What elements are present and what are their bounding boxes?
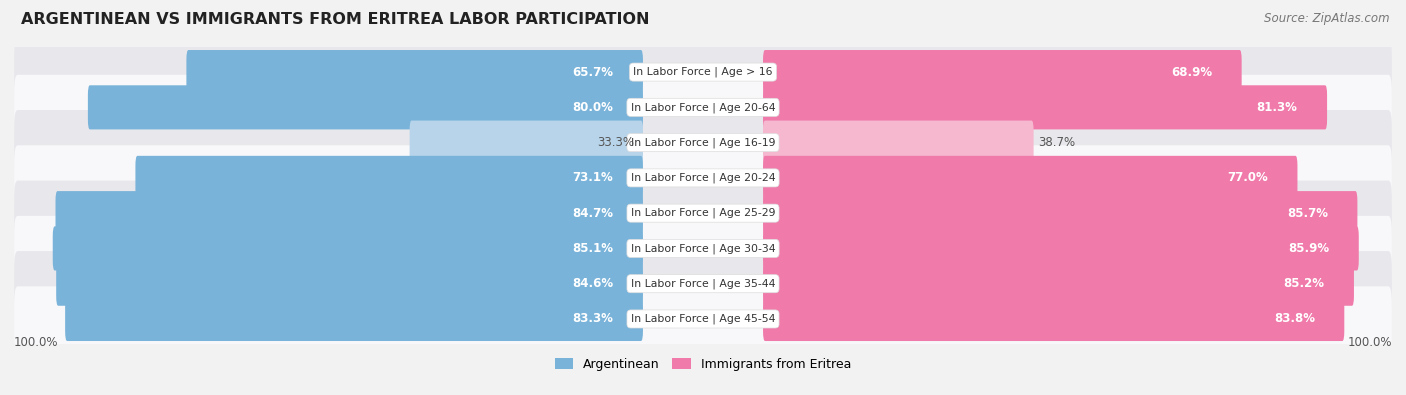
FancyBboxPatch shape xyxy=(14,75,1392,140)
FancyBboxPatch shape xyxy=(763,50,1241,94)
Text: In Labor Force | Age 20-24: In Labor Force | Age 20-24 xyxy=(631,173,775,183)
FancyBboxPatch shape xyxy=(763,226,1358,271)
Text: ARGENTINEAN VS IMMIGRANTS FROM ERITREA LABOR PARTICIPATION: ARGENTINEAN VS IMMIGRANTS FROM ERITREA L… xyxy=(21,12,650,27)
Text: 100.0%: 100.0% xyxy=(14,337,59,350)
Text: 80.0%: 80.0% xyxy=(572,101,613,114)
Text: In Labor Force | Age 30-34: In Labor Force | Age 30-34 xyxy=(631,243,775,254)
Text: In Labor Force | Age 45-54: In Labor Force | Age 45-54 xyxy=(631,314,775,324)
Text: Source: ZipAtlas.com: Source: ZipAtlas.com xyxy=(1264,12,1389,25)
Text: 81.3%: 81.3% xyxy=(1257,101,1298,114)
Text: 38.7%: 38.7% xyxy=(1039,136,1076,149)
FancyBboxPatch shape xyxy=(55,191,643,235)
FancyBboxPatch shape xyxy=(14,286,1392,352)
FancyBboxPatch shape xyxy=(763,297,1344,341)
Text: 84.7%: 84.7% xyxy=(572,207,613,220)
FancyBboxPatch shape xyxy=(14,145,1392,211)
Text: In Labor Force | Age > 16: In Labor Force | Age > 16 xyxy=(633,67,773,77)
Text: 73.1%: 73.1% xyxy=(572,171,613,184)
Text: In Labor Force | Age 25-29: In Labor Force | Age 25-29 xyxy=(631,208,775,218)
Text: 77.0%: 77.0% xyxy=(1227,171,1268,184)
FancyBboxPatch shape xyxy=(763,156,1298,200)
Text: 85.7%: 85.7% xyxy=(1286,207,1327,220)
FancyBboxPatch shape xyxy=(14,251,1392,316)
Text: 83.3%: 83.3% xyxy=(572,312,613,325)
FancyBboxPatch shape xyxy=(14,40,1392,105)
FancyBboxPatch shape xyxy=(89,85,643,130)
FancyBboxPatch shape xyxy=(53,226,643,271)
Text: 84.6%: 84.6% xyxy=(572,277,613,290)
FancyBboxPatch shape xyxy=(187,50,643,94)
FancyBboxPatch shape xyxy=(763,120,1033,165)
Text: 85.9%: 85.9% xyxy=(1288,242,1329,255)
FancyBboxPatch shape xyxy=(56,261,643,306)
FancyBboxPatch shape xyxy=(763,261,1354,306)
Text: 85.1%: 85.1% xyxy=(572,242,613,255)
Legend: Argentinean, Immigrants from Eritrea: Argentinean, Immigrants from Eritrea xyxy=(550,353,856,376)
FancyBboxPatch shape xyxy=(14,110,1392,175)
Text: 83.8%: 83.8% xyxy=(1274,312,1315,325)
Text: 65.7%: 65.7% xyxy=(572,66,613,79)
Text: 33.3%: 33.3% xyxy=(598,136,634,149)
FancyBboxPatch shape xyxy=(14,181,1392,246)
FancyBboxPatch shape xyxy=(65,297,643,341)
FancyBboxPatch shape xyxy=(135,156,643,200)
FancyBboxPatch shape xyxy=(409,120,643,165)
FancyBboxPatch shape xyxy=(14,216,1392,281)
FancyBboxPatch shape xyxy=(763,85,1327,130)
Text: 100.0%: 100.0% xyxy=(1347,337,1392,350)
Text: 68.9%: 68.9% xyxy=(1171,66,1212,79)
FancyBboxPatch shape xyxy=(763,191,1357,235)
Text: 85.2%: 85.2% xyxy=(1284,277,1324,290)
Text: In Labor Force | Age 20-64: In Labor Force | Age 20-64 xyxy=(631,102,775,113)
Text: In Labor Force | Age 16-19: In Labor Force | Age 16-19 xyxy=(631,137,775,148)
Text: In Labor Force | Age 35-44: In Labor Force | Age 35-44 xyxy=(631,278,775,289)
